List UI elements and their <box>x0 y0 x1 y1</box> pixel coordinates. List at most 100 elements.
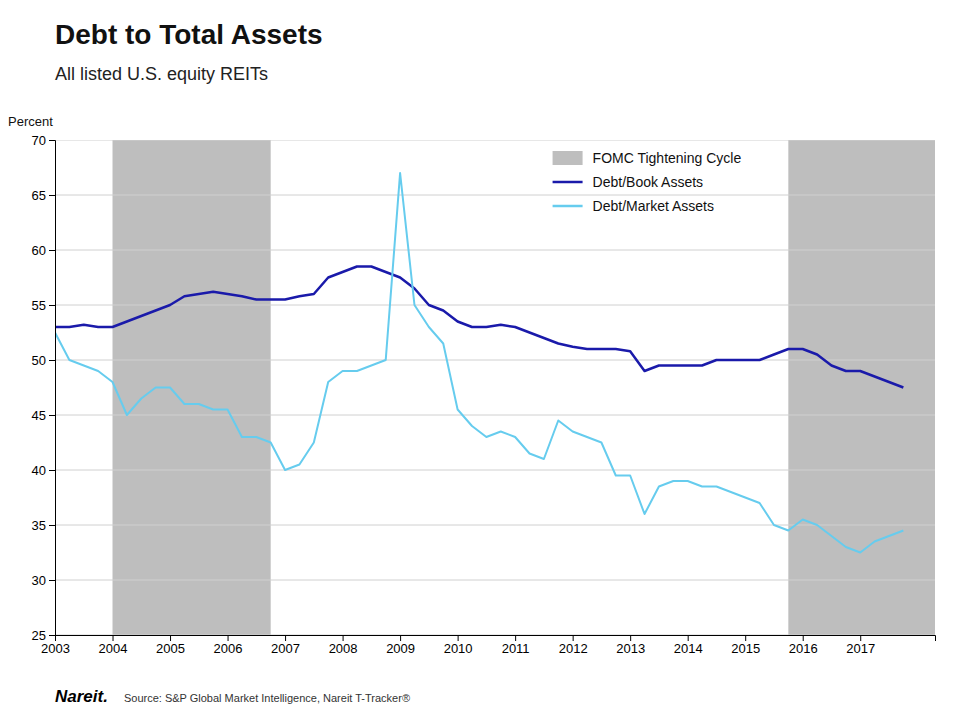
y-axis-line <box>49 141 56 636</box>
y-tick: 40 <box>32 463 55 478</box>
y-tick: 65 <box>32 188 55 203</box>
x-tick-mark <box>515 635 516 641</box>
source: Source: S&P Global Market Intelligence, … <box>124 692 410 704</box>
grid-line <box>55 195 935 196</box>
y-tick-label: 35 <box>32 518 46 533</box>
x-tick-mark <box>745 635 746 641</box>
x-axis: 2003 2004 2005 2006 2007 2008 2009 2010 2011 2012… <box>41 635 935 656</box>
x-tick-label: 2007 <box>271 641 300 656</box>
x-tick-mark <box>573 635 574 641</box>
x-tick-mark <box>860 635 861 641</box>
x-tick-label: 2010 <box>444 641 473 656</box>
x-tick-label: 2016 <box>789 641 818 656</box>
y-tick: 50 <box>32 353 55 368</box>
legend: FOMC Tightening Cycle Debt/Book Assets Deb… <box>553 150 742 214</box>
x-tick-label: 2009 <box>386 641 415 656</box>
y-tick: 60 <box>32 243 55 258</box>
x-tick: 2017 <box>846 635 875 656</box>
x-tick-mark <box>688 635 689 641</box>
y-tick-label: 60 <box>32 243 46 258</box>
y-tick-label: 45 <box>32 408 46 423</box>
x-tick-mark <box>113 635 114 641</box>
marks <box>55 140 935 635</box>
shaded-region <box>113 140 271 635</box>
x-tick-mark <box>458 635 459 641</box>
y-tick-mark <box>49 525 55 526</box>
legend-item: Debt/Book Assets <box>553 174 704 190</box>
y-tick-mark <box>49 195 55 196</box>
y-tick: 30 <box>32 573 55 588</box>
legend-swatch <box>553 181 583 184</box>
legend-label: Debt/Book Assets <box>593 174 704 190</box>
y-axis-label: Percent <box>8 114 53 129</box>
y-tick-label: 40 <box>32 463 46 478</box>
legend-label: FOMC Tightening Cycle <box>593 150 742 166</box>
line <box>55 173 903 553</box>
subtitle: All listed U.S. equity REITs <box>55 64 268 84</box>
y-tick: 25 <box>32 628 55 643</box>
x-tick-mark <box>343 635 344 641</box>
x-tick-label: 2011 <box>502 641 530 656</box>
legend-item: FOMC Tightening Cycle <box>553 150 742 166</box>
y-tick-mark <box>49 635 55 636</box>
y-tick-label: 25 <box>32 628 46 643</box>
x-tick-label: 2017 <box>846 641 875 656</box>
x-tick-mark <box>285 635 286 641</box>
x-tick: 2011 <box>502 635 530 656</box>
y-tick-label: 50 <box>32 353 46 368</box>
y-axis: 25 30 35 40 45 50 55 60 65 70 <box>32 133 56 643</box>
y-tick-label: 70 <box>32 133 46 148</box>
title: Debt to Total Assets <box>55 19 323 50</box>
grid-line <box>55 525 935 526</box>
y-tick-mark <box>49 305 55 306</box>
y-tick-mark <box>49 470 55 471</box>
x-tick-label: 2008 <box>329 641 358 656</box>
x-tick-label: 2006 <box>214 641 243 656</box>
legend-label: Debt/Market Assets <box>593 198 714 214</box>
x-tick-label: 2012 <box>559 641 588 656</box>
line <box>55 267 903 388</box>
y-tick-mark <box>49 415 55 416</box>
brand: Nareit. <box>55 687 108 706</box>
grid-line <box>55 305 935 306</box>
grid-line <box>55 250 935 251</box>
y-tick: 45 <box>32 408 55 423</box>
x-tick-mark <box>630 635 631 641</box>
x-tick-mark <box>803 635 804 641</box>
y-tick-mark <box>49 140 55 141</box>
x-tick: 2015 <box>731 635 760 656</box>
shaded-regions <box>113 140 935 635</box>
y-tick-mark <box>49 250 55 251</box>
shaded-region <box>788 140 935 635</box>
y-tick-label: 55 <box>32 298 46 313</box>
grid-line <box>55 360 935 361</box>
legend-swatch <box>553 151 583 165</box>
x-tick: 2005 <box>156 635 185 656</box>
y-tick: 35 <box>32 518 55 533</box>
y-tick: 55 <box>32 298 55 313</box>
x-tick-label: 2004 <box>99 641 128 656</box>
grid-line <box>55 580 935 581</box>
x-tick-label: 2005 <box>156 641 185 656</box>
x-tick: 2016 <box>789 635 818 656</box>
x-tick-label: 2013 <box>616 641 645 656</box>
x-tick-label: 2014 <box>674 641 703 656</box>
x-tick: 2006 <box>214 635 243 656</box>
grid-line <box>55 140 935 141</box>
y-tick: 70 <box>32 133 55 148</box>
legend-item: Debt/Market Assets <box>553 198 714 214</box>
plot-area: Percent200320042005200620072008200920102… <box>8 114 936 656</box>
x-tick: 2007 <box>271 635 300 656</box>
x-tick: 2009 <box>386 635 415 656</box>
legend-swatch <box>553 205 583 208</box>
x-tick: 2010 <box>444 635 473 656</box>
x-tick-label: 2015 <box>731 641 760 656</box>
y-tick-mark <box>49 360 55 361</box>
x-tick: 2012 <box>559 635 588 656</box>
x-tick-label: 2003 <box>41 641 70 656</box>
chart: Debt to Total Assets All listed U.S. equi… <box>0 0 960 720</box>
x-tick: 2013 <box>616 635 645 656</box>
x-tick-mark <box>170 635 171 641</box>
grid-line <box>55 415 935 416</box>
grid <box>55 140 935 635</box>
